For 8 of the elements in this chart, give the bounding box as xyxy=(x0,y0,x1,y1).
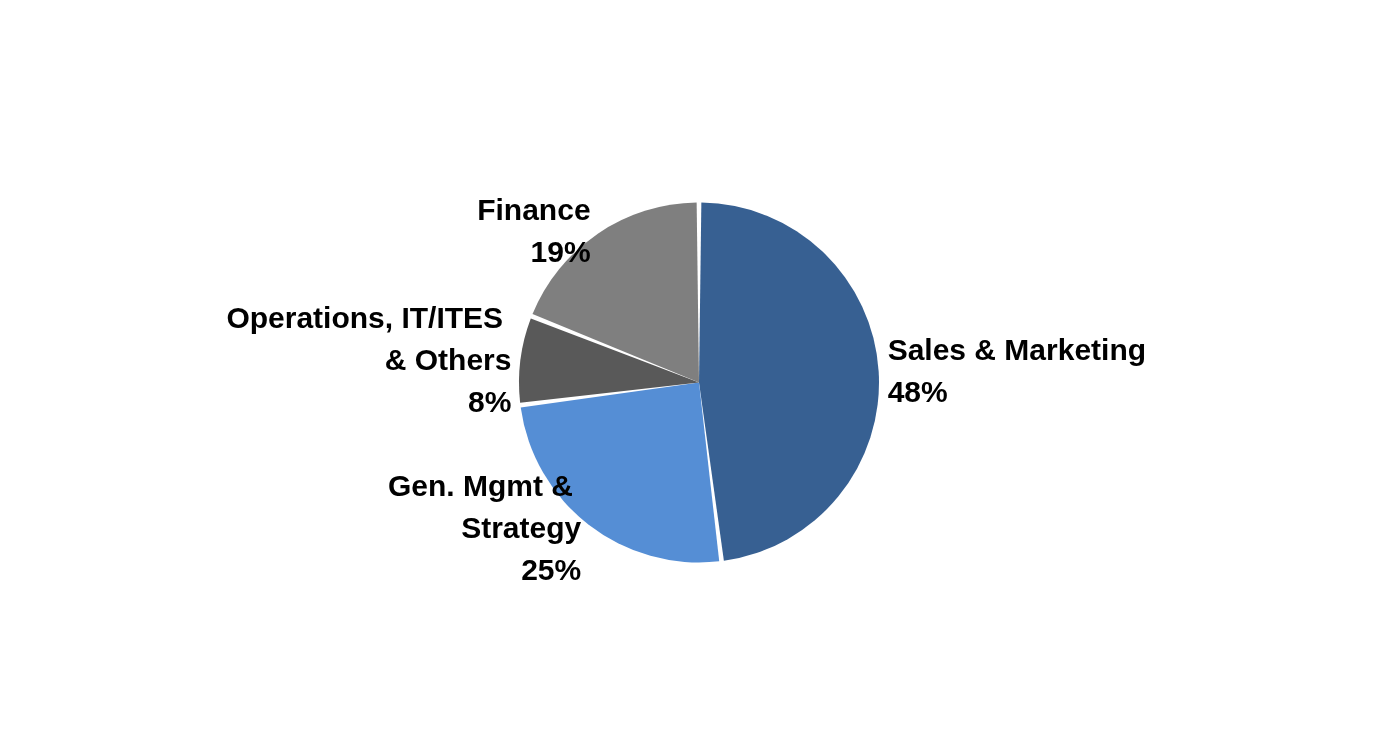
slice-label: Sales & Marketing xyxy=(887,333,1147,367)
data-label: 19% xyxy=(530,234,591,268)
slice-label: Operations, IT/ITES & Others xyxy=(226,300,512,376)
data-label: 8% xyxy=(468,384,512,418)
slice-label: Finance xyxy=(477,192,591,226)
slice-label: Gen. Mgmt & Strategy xyxy=(387,469,582,545)
data-label: 25% xyxy=(521,553,582,587)
data-label: 48% xyxy=(887,375,948,409)
